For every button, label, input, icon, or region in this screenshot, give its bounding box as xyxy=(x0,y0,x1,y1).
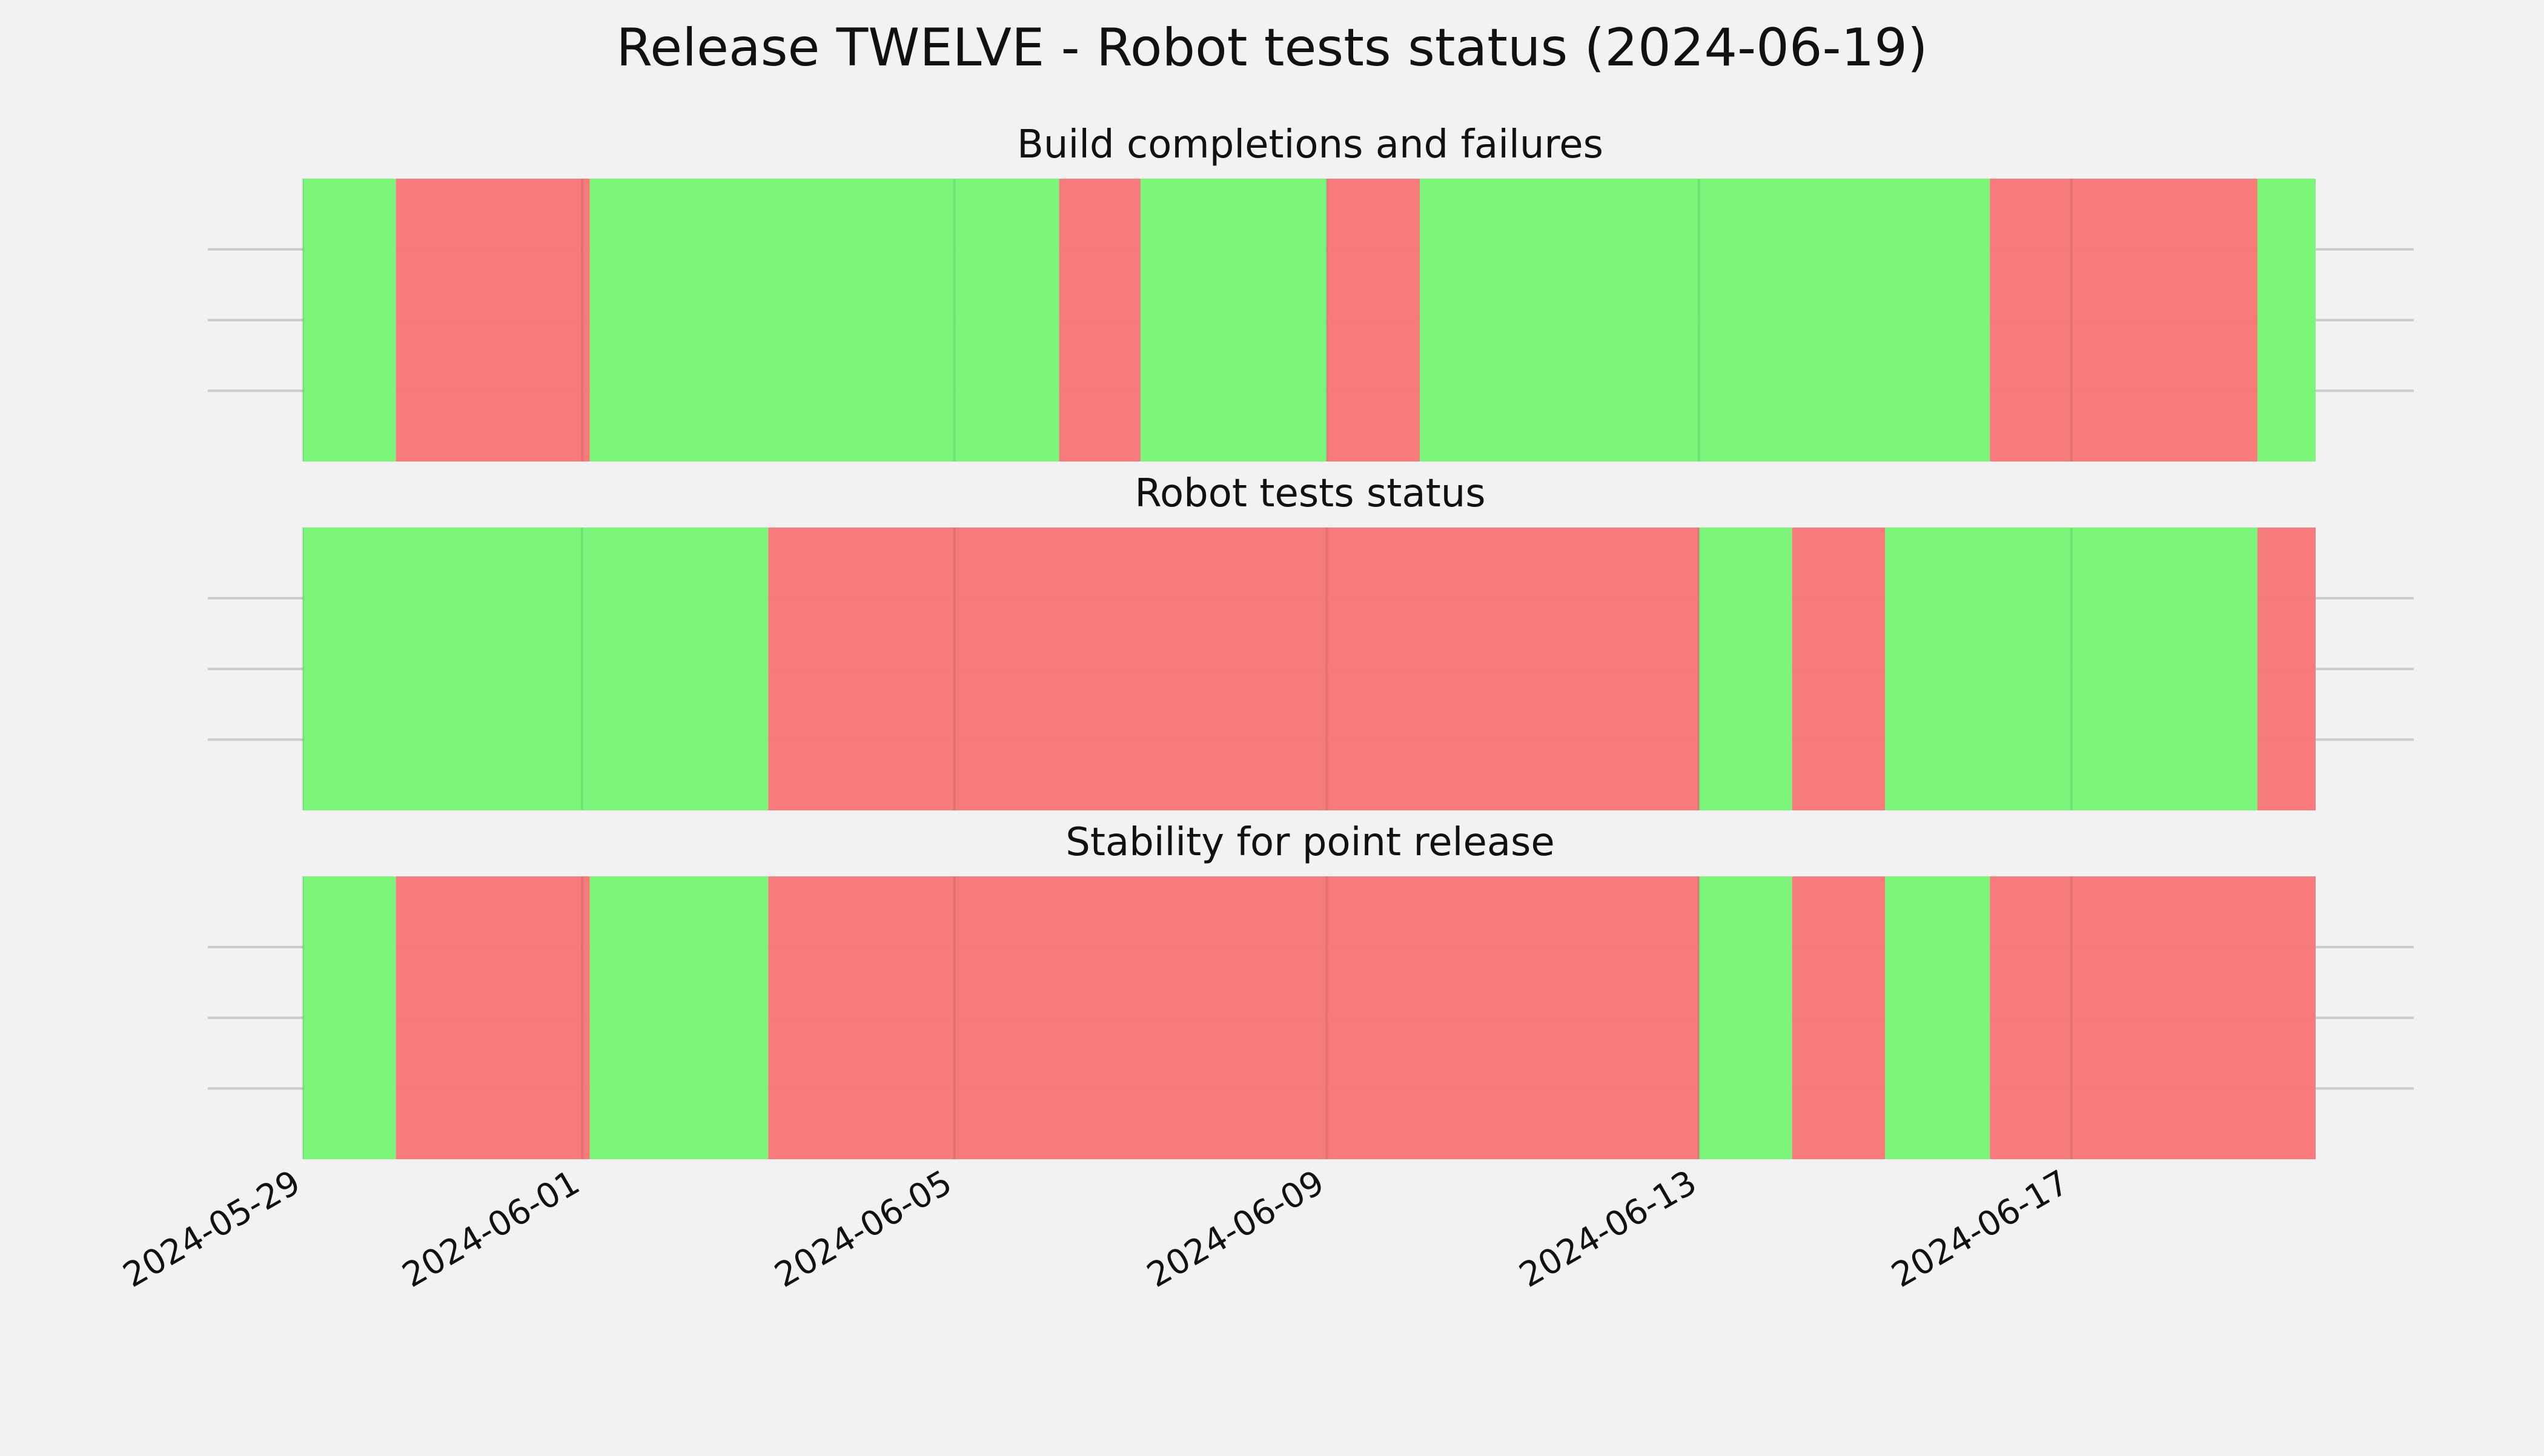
panel-3: Stability for point release xyxy=(208,820,2414,1159)
panel-title: Robot tests status xyxy=(1135,471,1485,516)
status-segment-fail xyxy=(396,876,590,1159)
status-segment-fail xyxy=(768,528,1699,810)
status-segment-fail xyxy=(396,179,590,462)
panels: Build completions and failures Robot test… xyxy=(208,122,2414,1159)
chart-title: Release TWELVE - Robot tests status (202… xyxy=(616,18,1927,78)
panel-1: Build completions and failures xyxy=(208,122,2414,462)
status-segment-pass xyxy=(1885,528,2257,810)
status-segment-fail xyxy=(2257,528,2316,810)
status-segment-fail xyxy=(1792,528,1886,810)
status-segment-fail xyxy=(1792,876,1886,1159)
x-tick-label: 2024-05-29 xyxy=(117,1163,307,1296)
status-segment-pass xyxy=(303,876,396,1159)
x-axis: 2024-05-29 2024-06-01 2024-06-05 2024-06-09… xyxy=(117,1163,2076,1296)
status-segment-pass xyxy=(2257,179,2316,462)
x-tick-label: 2024-06-13 xyxy=(1513,1163,1703,1296)
status-segment-pass xyxy=(303,528,769,810)
x-tick-label: 2024-06-05 xyxy=(768,1163,958,1296)
x-tick-label: 2024-06-01 xyxy=(396,1163,586,1296)
panel-title: Build completions and failures xyxy=(1017,122,1603,167)
x-tick-label: 2024-06-09 xyxy=(1141,1163,1331,1296)
status-segment-pass xyxy=(1698,876,1792,1159)
status-segment-fail xyxy=(1327,179,1420,462)
status-segment-fail xyxy=(1990,179,2257,462)
status-segment-pass xyxy=(303,179,396,462)
status-segment-pass xyxy=(1140,179,1327,462)
status-segment-fail xyxy=(1059,179,1141,462)
status-segment-fail xyxy=(1990,876,2316,1159)
panel-2: Robot tests status xyxy=(208,471,2414,810)
status-segment-pass xyxy=(1419,179,1990,462)
status-segment-pass xyxy=(589,179,1059,462)
x-tick-label: 2024-06-17 xyxy=(1885,1163,2075,1296)
status-segment-fail xyxy=(768,876,1699,1159)
status-segment-pass xyxy=(1885,876,1990,1159)
panel-title: Stability for point release xyxy=(1065,820,1555,865)
status-segment-pass xyxy=(1698,528,1792,810)
status-segment-pass xyxy=(589,876,769,1159)
